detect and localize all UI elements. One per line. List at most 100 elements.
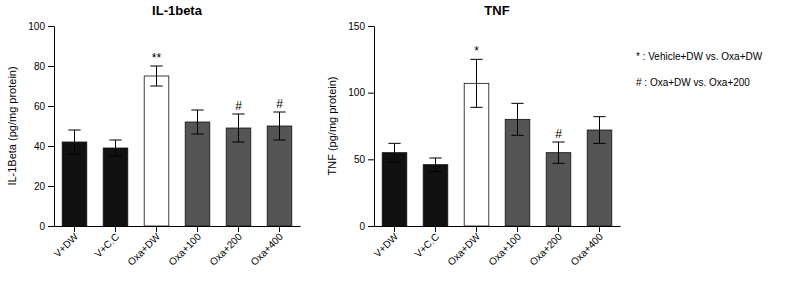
y-tick: 0 bbox=[39, 221, 54, 232]
error-bar-cap bbox=[429, 158, 441, 159]
y-tick-line bbox=[48, 106, 54, 107]
y-tick: 40 bbox=[34, 141, 54, 152]
y-tick-line bbox=[48, 226, 54, 227]
error-bar-cap bbox=[388, 162, 400, 163]
y-tick-line bbox=[48, 186, 54, 187]
error-bar-cap bbox=[150, 86, 162, 87]
error-bar bbox=[552, 142, 564, 163]
note: # : Oxa+DW vs. Oxa+200 bbox=[636, 77, 750, 88]
bar bbox=[62, 142, 87, 226]
bar bbox=[267, 126, 292, 226]
error-bar bbox=[470, 59, 482, 107]
error-bar-line bbox=[517, 103, 518, 135]
error-bar-line bbox=[279, 112, 280, 140]
error-bar bbox=[150, 66, 162, 86]
error-bar-line bbox=[115, 140, 116, 156]
annotation: # bbox=[555, 127, 562, 141]
x-tick-label: Oxa+DW bbox=[445, 231, 482, 268]
chart: 020406080100V+DWV+C.COxa+DWOxa+100Oxa+20… bbox=[0, 0, 802, 284]
notes: * : Vehicle+DW vs. Oxa+DW# : Oxa+DW vs. … bbox=[636, 51, 763, 88]
bar bbox=[423, 165, 448, 226]
y-tick: 20 bbox=[34, 181, 54, 192]
x-tick: Oxa+400 bbox=[568, 226, 605, 268]
error-bar-line bbox=[435, 158, 436, 171]
y-tick-label: 100 bbox=[28, 21, 45, 32]
x-tick: Oxa+DW bbox=[445, 226, 482, 268]
error-bar-cap bbox=[68, 154, 80, 155]
error-bar-cap bbox=[109, 156, 121, 157]
error-bar-cap bbox=[388, 143, 400, 144]
error-bar-cap bbox=[429, 171, 441, 172]
y-axis: 0 20 40 60 80 100 bbox=[28, 21, 54, 232]
x-tick-label: Oxa+100 bbox=[486, 231, 523, 268]
x-tick-label: V+DW bbox=[372, 231, 401, 260]
error-bar-line bbox=[599, 117, 600, 144]
error-bar-cap bbox=[232, 114, 244, 115]
bar bbox=[103, 148, 128, 226]
y-tick: 80 bbox=[34, 61, 54, 72]
x-tick: Oxa+100 bbox=[166, 226, 203, 268]
error-bar bbox=[388, 143, 400, 162]
x-tick-label: Oxa+200 bbox=[207, 231, 244, 268]
error-bar-cap bbox=[593, 143, 605, 144]
x-axis: V+DW V+C.COxa+DWOxa+100Oxa+200Oxa+400 bbox=[372, 226, 621, 268]
error-bar-cap bbox=[191, 134, 203, 135]
y-tick-label: 20 bbox=[34, 181, 46, 192]
y-tick-line bbox=[368, 226, 374, 227]
title: TNF bbox=[484, 3, 509, 18]
x-tick-line bbox=[435, 226, 436, 232]
y-tick: 50 bbox=[354, 154, 374, 165]
error-bar-cap bbox=[273, 140, 285, 141]
x-axis: V+DWV+C.COxa+DWOxa+100Oxa+200Oxa+400 bbox=[52, 226, 301, 268]
y-tick-label: 50 bbox=[354, 154, 366, 165]
y-axis-line bbox=[374, 27, 375, 227]
x-tick-line bbox=[394, 226, 395, 232]
y-axis-title: TNF (pg/mg protein) bbox=[326, 76, 338, 175]
annotation: * bbox=[474, 44, 479, 58]
error-bar bbox=[273, 112, 285, 140]
error-bar-cap bbox=[150, 66, 162, 67]
error-bar-line bbox=[197, 110, 198, 134]
x-tick: Oxa+400 bbox=[248, 226, 285, 268]
x-tick-line bbox=[476, 226, 477, 232]
y-tick-line bbox=[48, 66, 54, 67]
x-tick-line bbox=[517, 226, 518, 232]
panel: 0 20 40 60 80 100 V+DWV+C.COxa+DWOxa+100Oxa+20… bbox=[6, 3, 301, 268]
error-bar bbox=[232, 114, 244, 142]
panel: 050100150V+DWV+C.COxa+DWOxa+100Oxa+200Ox… bbox=[326, 3, 621, 268]
x-tick: Oxa+DW bbox=[125, 226, 162, 268]
y-tick-label: 60 bbox=[34, 101, 46, 112]
error-bar bbox=[429, 158, 441, 171]
x-tick-line bbox=[197, 226, 198, 232]
y-tick: 100 bbox=[28, 21, 54, 32]
x-tick-line bbox=[115, 226, 116, 232]
error-bar-line bbox=[558, 142, 559, 163]
error-bar-cap bbox=[552, 142, 564, 143]
error-bar-cap bbox=[552, 163, 564, 164]
x-tick-line bbox=[238, 226, 239, 232]
x-tick-label: V+C.C bbox=[412, 231, 441, 260]
error-bar bbox=[109, 140, 121, 156]
annotations: *# bbox=[474, 44, 562, 141]
x-tick: Oxa+100 bbox=[486, 226, 523, 268]
x-tick-line bbox=[74, 226, 75, 232]
annotation: # bbox=[235, 99, 242, 113]
x-tick-line bbox=[156, 226, 157, 232]
y-tick: 150 bbox=[348, 21, 374, 32]
title: IL-1beta bbox=[152, 3, 203, 18]
y-tick-label: 0 bbox=[359, 221, 365, 232]
error-bar-line bbox=[394, 143, 395, 162]
x-tick-label: V+C.C bbox=[92, 231, 121, 260]
x-axis-line bbox=[375, 226, 621, 227]
x-tick-label: Oxa+200 bbox=[527, 231, 564, 268]
y-tick-line bbox=[48, 146, 54, 147]
y-axis-line bbox=[54, 27, 55, 227]
bar bbox=[546, 153, 571, 226]
marks bbox=[62, 66, 292, 226]
error-bar-cap bbox=[68, 130, 80, 131]
y-tick: 0 bbox=[359, 221, 374, 232]
error-bar bbox=[593, 117, 605, 144]
y-tick-label: 0 bbox=[39, 221, 45, 232]
y-axis: 050100150 bbox=[348, 21, 374, 232]
error-bar-line bbox=[238, 114, 239, 142]
